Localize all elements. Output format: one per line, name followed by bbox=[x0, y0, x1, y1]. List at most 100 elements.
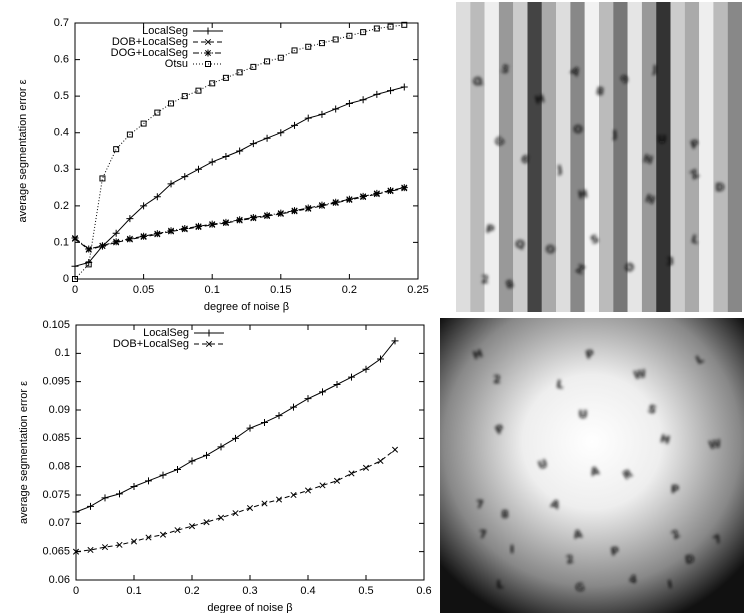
image-letter: P bbox=[671, 483, 679, 496]
image-letter: U bbox=[658, 133, 667, 146]
stripe bbox=[485, 2, 499, 312]
marker bbox=[360, 96, 367, 103]
x-tick-label: 0.3 bbox=[242, 585, 257, 597]
legend-label: Otsu bbox=[165, 58, 188, 70]
image-letter: D bbox=[715, 181, 724, 194]
x-axis-label: degree of noise β bbox=[204, 301, 289, 313]
marker bbox=[209, 221, 216, 228]
marker bbox=[387, 87, 394, 94]
stripe bbox=[713, 2, 727, 312]
marker bbox=[218, 443, 225, 450]
stripe bbox=[499, 2, 513, 312]
marker bbox=[265, 59, 270, 64]
x-tick-label: 0 bbox=[72, 284, 78, 296]
marker bbox=[319, 388, 326, 395]
x-tick-label: 0.05 bbox=[133, 284, 154, 296]
marker bbox=[160, 472, 167, 479]
marker bbox=[349, 471, 354, 476]
marker bbox=[250, 214, 257, 221]
y-tick-label: 0.4 bbox=[54, 127, 69, 139]
marker bbox=[291, 207, 298, 214]
marker bbox=[401, 84, 408, 91]
marker bbox=[291, 122, 298, 129]
marker bbox=[264, 212, 271, 219]
legend-marker bbox=[206, 330, 213, 337]
marker bbox=[102, 494, 109, 501]
marker bbox=[305, 205, 312, 212]
marker bbox=[73, 509, 80, 516]
marker bbox=[401, 184, 408, 191]
y-tick-label: 0.065 bbox=[42, 546, 70, 558]
y-tick-label: 0.09 bbox=[49, 404, 70, 416]
marker bbox=[361, 30, 366, 35]
marker bbox=[251, 64, 256, 69]
y-tick-label: 0.08 bbox=[49, 461, 70, 473]
image-letter: 7 bbox=[476, 498, 484, 511]
marker bbox=[181, 173, 188, 180]
stripe bbox=[470, 2, 484, 312]
marker bbox=[348, 374, 355, 381]
marker bbox=[182, 94, 187, 99]
marker bbox=[116, 490, 123, 497]
marker bbox=[145, 477, 152, 484]
marker bbox=[195, 166, 202, 173]
legend-marker bbox=[205, 28, 212, 35]
marker bbox=[222, 153, 229, 160]
x-tick-label: 0.25 bbox=[407, 284, 428, 296]
marker bbox=[87, 503, 94, 510]
series-line bbox=[76, 450, 395, 552]
marker bbox=[373, 190, 380, 197]
y-tick-label: 0.105 bbox=[42, 319, 70, 331]
marker bbox=[195, 223, 202, 230]
x-tick-label: 0.5 bbox=[358, 585, 373, 597]
marker bbox=[290, 404, 297, 411]
marker bbox=[174, 466, 181, 473]
marker bbox=[318, 202, 325, 209]
marker bbox=[320, 483, 325, 488]
image-letter: 7 bbox=[479, 528, 487, 541]
marker bbox=[160, 532, 165, 537]
stripe bbox=[685, 2, 699, 312]
marker bbox=[72, 235, 79, 242]
marker bbox=[387, 187, 394, 194]
y-tick-label: 0.085 bbox=[42, 432, 70, 444]
legend-marker bbox=[205, 50, 212, 57]
marker bbox=[154, 230, 161, 237]
x-tick-label: 0.1 bbox=[205, 284, 220, 296]
marker bbox=[305, 115, 312, 122]
marker bbox=[378, 458, 383, 463]
image-letter: 2 bbox=[493, 373, 501, 386]
marker bbox=[236, 216, 243, 223]
series-line bbox=[75, 87, 404, 266]
marker bbox=[277, 210, 284, 217]
y-tick-label: 0 bbox=[63, 273, 69, 285]
y-axis-label: average segmentation error ε bbox=[18, 381, 30, 524]
marker bbox=[169, 101, 174, 106]
marker bbox=[334, 381, 341, 388]
y-axis-label: average segmentation error ε bbox=[17, 79, 29, 222]
marker bbox=[291, 492, 296, 497]
marker bbox=[210, 81, 215, 86]
marker bbox=[223, 75, 228, 80]
marker bbox=[218, 515, 223, 520]
x-tick-label: 0.6 bbox=[416, 585, 431, 597]
marker bbox=[276, 412, 283, 419]
stripe bbox=[699, 2, 713, 312]
stripe bbox=[585, 2, 599, 312]
marker bbox=[140, 233, 147, 240]
marker bbox=[277, 129, 284, 136]
image-letter: W bbox=[708, 437, 722, 452]
legend-label: DOB+LocalSeg bbox=[113, 338, 189, 350]
marker bbox=[332, 105, 339, 112]
x-tick-label: 0.1 bbox=[126, 585, 141, 597]
y-tick-label: 0.7 bbox=[54, 17, 69, 29]
x-tick-label: 0.2 bbox=[342, 284, 357, 296]
marker bbox=[209, 158, 216, 165]
stripe bbox=[599, 2, 613, 312]
plot-frame bbox=[76, 325, 424, 580]
figure: Q5HA89JOG6JJNUPHNZDPQOSL28ZO3 H2LPWLUSPH… bbox=[0, 0, 744, 613]
image-letter: I bbox=[510, 543, 514, 556]
marker bbox=[232, 435, 239, 442]
y-tick-label: 0.5 bbox=[54, 90, 69, 102]
